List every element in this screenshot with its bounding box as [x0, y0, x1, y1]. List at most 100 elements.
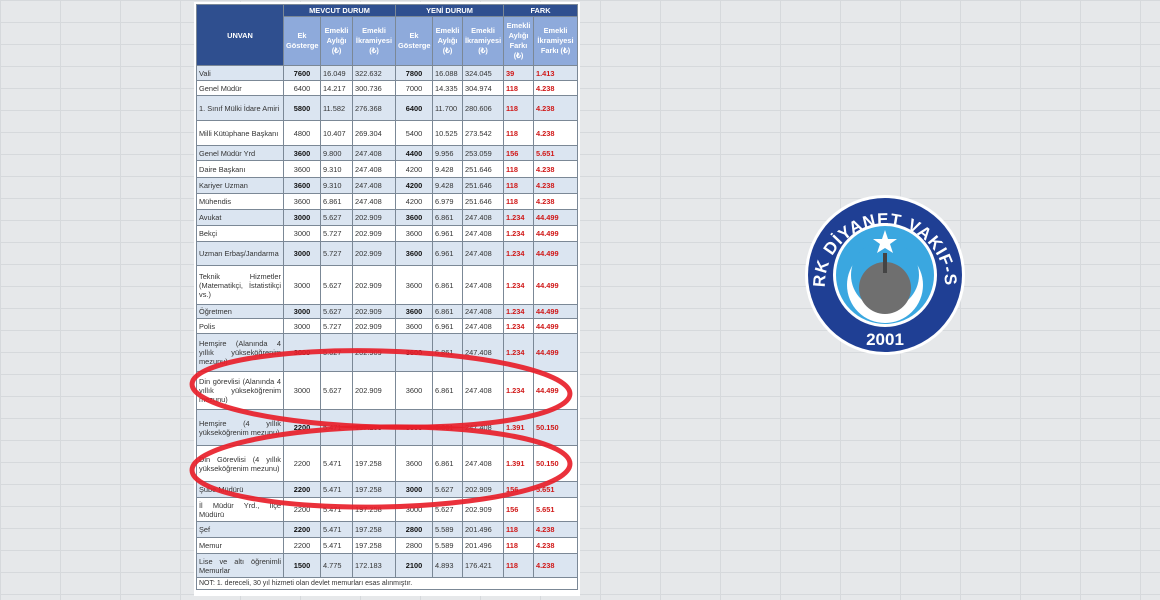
row-title: Genel Müdür Yrd [196, 145, 284, 161]
cell-value: 197.258 [352, 481, 396, 498]
cell-value: 3000 [395, 497, 433, 522]
cell-value: 247.408 [352, 145, 396, 161]
cell-value: 6.861 [432, 304, 463, 319]
cell-value: 5.627 [320, 265, 353, 305]
cell-value: 5.471 [320, 409, 353, 446]
cell-value: 202.909 [352, 265, 396, 305]
mosque-image [859, 262, 911, 314]
cell-value: 1.234 [503, 333, 535, 372]
cell-value: 4.238 [533, 537, 579, 554]
cell-value: 5.627 [432, 481, 463, 498]
cell-value: 10.407 [320, 120, 353, 146]
cell-value: 280.606 [461, 95, 505, 121]
cell-value: 322.632 [352, 65, 396, 81]
cell-value: 4.238 [533, 120, 579, 146]
cell-value: 6.861 [432, 209, 463, 226]
cell-value: 5.651 [533, 497, 579, 522]
cell-value: 39 [503, 65, 535, 81]
cell-value: 4.238 [533, 160, 579, 178]
cell-value: 247.408 [461, 445, 505, 482]
cell-value: 3000 [283, 318, 321, 334]
cell-value: 3000 [283, 371, 321, 410]
cell-value: 4200 [395, 193, 433, 210]
cell-value: 6.861 [320, 193, 353, 210]
cell-value: 118 [503, 120, 535, 146]
cell-value: 6.961 [432, 225, 463, 242]
cell-value: 4.238 [533, 193, 579, 210]
cell-value: 5.651 [533, 145, 579, 161]
row-title: Lise ve altı öğrenimli Memurlar [196, 553, 284, 578]
table-row: Hemşire (4 yıllık yükseköğrenim mezunu) 2… [196, 409, 579, 446]
cell-value: 6.979 [432, 193, 463, 210]
cell-value: 304.974 [461, 80, 505, 96]
row-title: Uzman Erbaş/Jandarma [196, 241, 284, 266]
cell-value: 44.499 [533, 371, 579, 410]
cell-value: 247.408 [461, 209, 505, 226]
cell-value: 9.428 [432, 160, 463, 178]
cell-value: 5.471 [320, 445, 353, 482]
cell-value: 5.727 [320, 318, 353, 334]
cell-value: 9.428 [432, 177, 463, 194]
cell-value: 6.961 [432, 318, 463, 334]
cell-value: 44.499 [533, 318, 579, 334]
cell-value: 5.627 [320, 304, 353, 319]
cell-value: 3600 [395, 304, 433, 319]
cell-value: 5.471 [320, 497, 353, 522]
cell-value: 202.909 [352, 318, 396, 334]
cell-value: 247.408 [461, 225, 505, 242]
cell-value: 1.391 [503, 409, 535, 446]
table-row: Öğretmen 3000 5.627 202.909 3600 6.861 247.408… [196, 304, 579, 319]
row-title: Din Görevlisi (4 yıllık yükseköğrenim me… [196, 445, 284, 482]
cell-value: 5800 [283, 95, 321, 121]
cell-value: 3600 [395, 265, 433, 305]
cell-value: 269.304 [352, 120, 396, 146]
cell-value: 202.909 [352, 371, 396, 410]
row-title: Genel Müdür [196, 80, 284, 96]
cell-value: 9.800 [320, 145, 353, 161]
row-title: Teknik Hizmetler (Matematikçi, İstatisti… [196, 265, 284, 305]
pension-comparison-table: UNVAN MEVCUT DURUM YENİ DURUM FARK Ek Gö… [195, 4, 579, 590]
row-title: 1. Sınıf Mülki İdare Amiri [196, 95, 284, 121]
table-row: Avukat 3000 5.627 202.909 3600 6.861 247.408 1.… [196, 209, 579, 226]
header-fark: FARK [503, 4, 579, 17]
cell-value: 3600 [283, 193, 321, 210]
cell-value: 118 [503, 177, 535, 194]
row-title: Şef [196, 521, 284, 538]
table-row: Genel Müdür Yrd 3600 9.800 247.408 4400 9.956… [196, 145, 579, 161]
cell-value: 4.238 [533, 177, 579, 194]
cell-value: 2200 [283, 481, 321, 498]
cell-value: 300.736 [352, 80, 396, 96]
row-title: Hemşire (4 yıllık yükseköğrenim mezunu) [196, 409, 284, 446]
row-title: Kariyer Uzman [196, 177, 284, 194]
table-row: Memur 2200 5.471 197.258 2800 5.589 201.496 118… [196, 537, 579, 554]
cell-value: 2200 [283, 521, 321, 538]
subheader-7: Emekli İkramiyesi Farkı (₺) [533, 16, 579, 66]
cell-value: 4200 [395, 160, 433, 178]
cell-value: 156 [503, 145, 535, 161]
cell-value: 1.234 [503, 304, 535, 319]
subheader-6: Emekli Aylığı Farkı (₺) [503, 16, 535, 66]
table-row: Din görevlisi (Alanında 4 yıllık yüksekö… [196, 371, 579, 410]
header-yeni-durum: YENİ DURUM [394, 4, 505, 17]
cell-value: 176.421 [461, 553, 505, 578]
cell-value: 118 [503, 537, 535, 554]
cell-value: 3600 [395, 333, 433, 372]
cell-value: 3600 [283, 145, 321, 161]
row-title: Milli Kütüphane Başkanı [196, 120, 284, 146]
cell-value: 5.471 [320, 521, 353, 538]
cell-value: 201.496 [461, 521, 505, 538]
table-note: NOT: 1. dereceli, 30 yıl hizmeti olan de… [195, 577, 579, 590]
cell-value: 44.499 [533, 304, 579, 319]
cell-value: 2100 [395, 553, 433, 578]
cell-value: 5.627 [320, 209, 353, 226]
cell-value: 5.727 [320, 225, 353, 242]
cell-value: 7800 [395, 65, 433, 81]
cell-value: 4200 [395, 177, 433, 194]
table-row: Şef 2200 5.471 197.258 2800 5.589 201.496 118 4.… [196, 521, 579, 538]
header-mevcut-durum: MEVCUT DURUM [283, 4, 396, 17]
cell-value: 201.496 [461, 537, 505, 554]
cell-value: 202.909 [352, 304, 396, 319]
subheader-4: Emekli Aylığı (₺) [432, 16, 463, 66]
cell-value: 3000 [283, 209, 321, 226]
